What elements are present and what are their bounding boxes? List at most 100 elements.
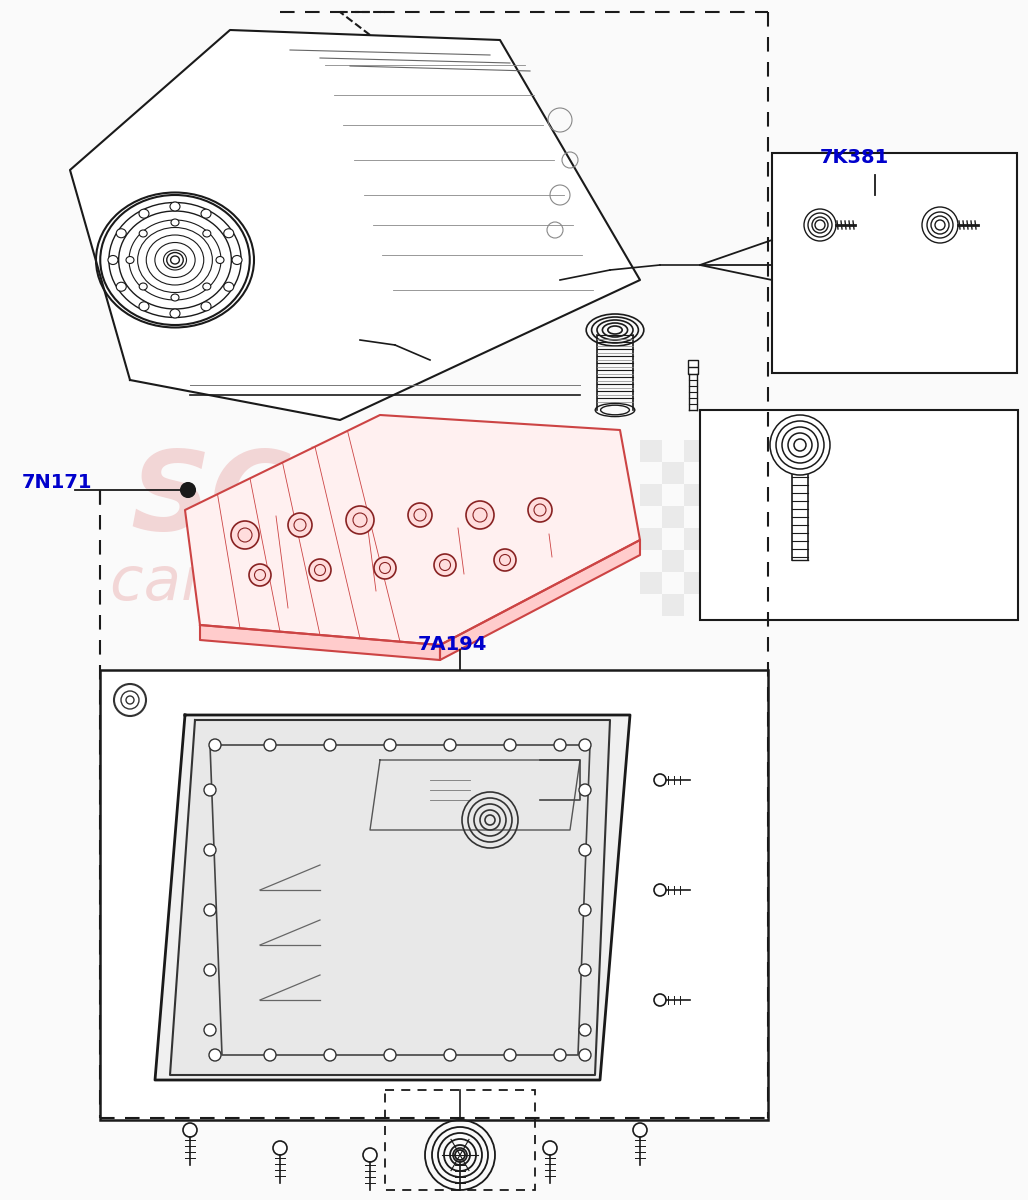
Bar: [772, 572, 794, 594]
Circle shape: [324, 739, 336, 751]
Bar: [706, 506, 728, 528]
Circle shape: [309, 559, 331, 581]
Ellipse shape: [201, 302, 211, 311]
Bar: [794, 550, 816, 572]
Bar: [772, 152, 1017, 373]
Ellipse shape: [224, 282, 233, 292]
Bar: [838, 594, 860, 616]
Bar: [662, 550, 684, 572]
Bar: [706, 594, 728, 616]
Bar: [706, 462, 728, 484]
Circle shape: [264, 1049, 276, 1061]
Circle shape: [209, 1049, 221, 1061]
Circle shape: [363, 1148, 377, 1162]
Circle shape: [181, 482, 195, 497]
Ellipse shape: [116, 282, 126, 292]
Circle shape: [114, 684, 146, 716]
Bar: [728, 528, 750, 550]
Ellipse shape: [116, 229, 126, 238]
Text: SCb_na: SCb_na: [130, 446, 581, 556]
Circle shape: [384, 1049, 396, 1061]
Bar: [750, 506, 772, 528]
Circle shape: [444, 1049, 456, 1061]
Bar: [794, 594, 816, 616]
Bar: [772, 440, 794, 462]
Ellipse shape: [139, 209, 149, 218]
Bar: [386, 1090, 535, 1190]
Bar: [100, 670, 768, 1120]
Bar: [816, 528, 838, 550]
Circle shape: [384, 739, 396, 751]
Circle shape: [204, 964, 216, 976]
Bar: [688, 360, 698, 374]
Bar: [662, 462, 684, 484]
Circle shape: [554, 1049, 566, 1061]
Text: 7K381: 7K381: [820, 148, 889, 167]
Circle shape: [249, 564, 271, 586]
Ellipse shape: [232, 256, 242, 264]
Circle shape: [579, 904, 591, 916]
Bar: [684, 440, 706, 462]
Bar: [750, 462, 772, 484]
Circle shape: [554, 739, 566, 751]
Circle shape: [453, 1148, 467, 1162]
Circle shape: [466, 502, 494, 529]
Text: car  parts: car parts: [110, 554, 402, 613]
Bar: [838, 462, 860, 484]
Circle shape: [264, 739, 276, 751]
Circle shape: [273, 1141, 287, 1154]
Circle shape: [654, 884, 666, 896]
Circle shape: [528, 498, 552, 522]
Circle shape: [288, 514, 313, 538]
Circle shape: [579, 1049, 591, 1061]
Bar: [706, 550, 728, 572]
Circle shape: [579, 1024, 591, 1036]
Polygon shape: [185, 415, 640, 646]
Bar: [794, 462, 816, 484]
Circle shape: [579, 964, 591, 976]
Circle shape: [434, 554, 456, 576]
Circle shape: [204, 784, 216, 796]
Circle shape: [204, 1024, 216, 1036]
Circle shape: [579, 844, 591, 856]
Bar: [640, 440, 662, 462]
Bar: [662, 506, 684, 528]
Bar: [728, 440, 750, 462]
Circle shape: [209, 739, 221, 751]
Circle shape: [346, 506, 374, 534]
Bar: [700, 410, 1018, 620]
Circle shape: [504, 739, 516, 751]
Polygon shape: [155, 715, 630, 1080]
Circle shape: [444, 739, 456, 751]
Text: 7N171: 7N171: [22, 473, 93, 492]
Ellipse shape: [171, 218, 179, 226]
Ellipse shape: [201, 209, 211, 218]
Bar: [816, 572, 838, 594]
Ellipse shape: [170, 202, 180, 211]
Bar: [838, 550, 860, 572]
Ellipse shape: [108, 256, 118, 264]
Circle shape: [204, 844, 216, 856]
Ellipse shape: [224, 229, 233, 238]
Circle shape: [408, 503, 432, 527]
Bar: [772, 528, 794, 550]
Bar: [750, 594, 772, 616]
Ellipse shape: [171, 294, 179, 301]
Ellipse shape: [203, 230, 211, 236]
Polygon shape: [200, 625, 440, 660]
Circle shape: [579, 784, 591, 796]
Circle shape: [579, 739, 591, 751]
Bar: [838, 506, 860, 528]
Ellipse shape: [216, 257, 224, 264]
Circle shape: [231, 521, 259, 550]
Circle shape: [654, 994, 666, 1006]
Bar: [640, 528, 662, 550]
Bar: [816, 440, 838, 462]
Bar: [662, 594, 684, 616]
Polygon shape: [440, 540, 640, 660]
Bar: [750, 550, 772, 572]
Bar: [684, 572, 706, 594]
Bar: [772, 484, 794, 506]
Ellipse shape: [126, 257, 134, 264]
Circle shape: [504, 1049, 516, 1061]
